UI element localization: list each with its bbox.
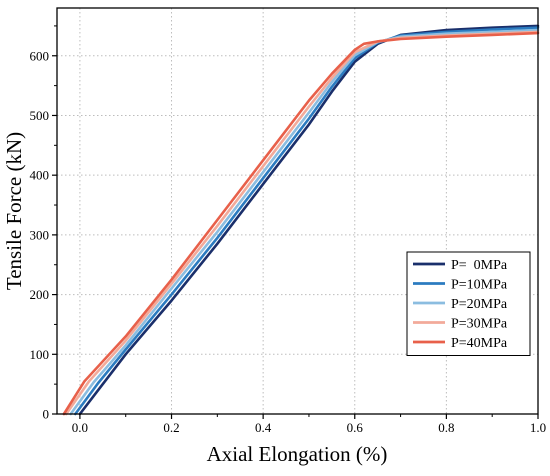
ticks: 0.0 0.2 0.4 0.6 0.8 1.0 0 100 200 300 400 500 600 (30, 25, 546, 435)
series-line-4 (62, 31, 540, 416)
series-line-2 (69, 28, 540, 416)
y-tick-label: 600 (30, 48, 50, 63)
x-axis-title: Axial Elongation (%) (207, 442, 388, 466)
y-tick-label: 0 (43, 407, 50, 422)
y-tick-label: 200 (30, 287, 50, 302)
legend-label: P=20MPa (451, 297, 508, 312)
x-tick-label: 0.4 (255, 420, 272, 435)
x-tick-label: 0.8 (438, 420, 454, 435)
legend: P= 0MPa P=10MPa P=20MPa P=30MPa P=40MPa (406, 251, 531, 356)
y-tick-label: 500 (30, 108, 50, 123)
series-line-0 (78, 24, 540, 416)
legend-label: P= 0MPa (451, 258, 508, 273)
y-tick-label: 300 (30, 227, 50, 242)
legend-label: P=40MPa (451, 336, 508, 351)
x-tick-label: 0.6 (347, 420, 364, 435)
x-tick-label: 0.2 (163, 420, 179, 435)
x-tick-label: 1.0 (530, 420, 546, 435)
legend-label: P=30MPa (451, 317, 508, 332)
y-tick-label: 400 (30, 168, 50, 183)
series-line-1 (74, 26, 540, 416)
series-lines (62, 24, 540, 416)
series-line-3 (64, 30, 540, 416)
legend-label: P=10MPa (451, 278, 508, 293)
y-tick-label: 100 (30, 347, 50, 362)
plot-frame (56, 7, 539, 415)
y-axis-title: Tensile Force (kN) (2, 132, 26, 290)
x-tick-label: 0.0 (72, 420, 88, 435)
